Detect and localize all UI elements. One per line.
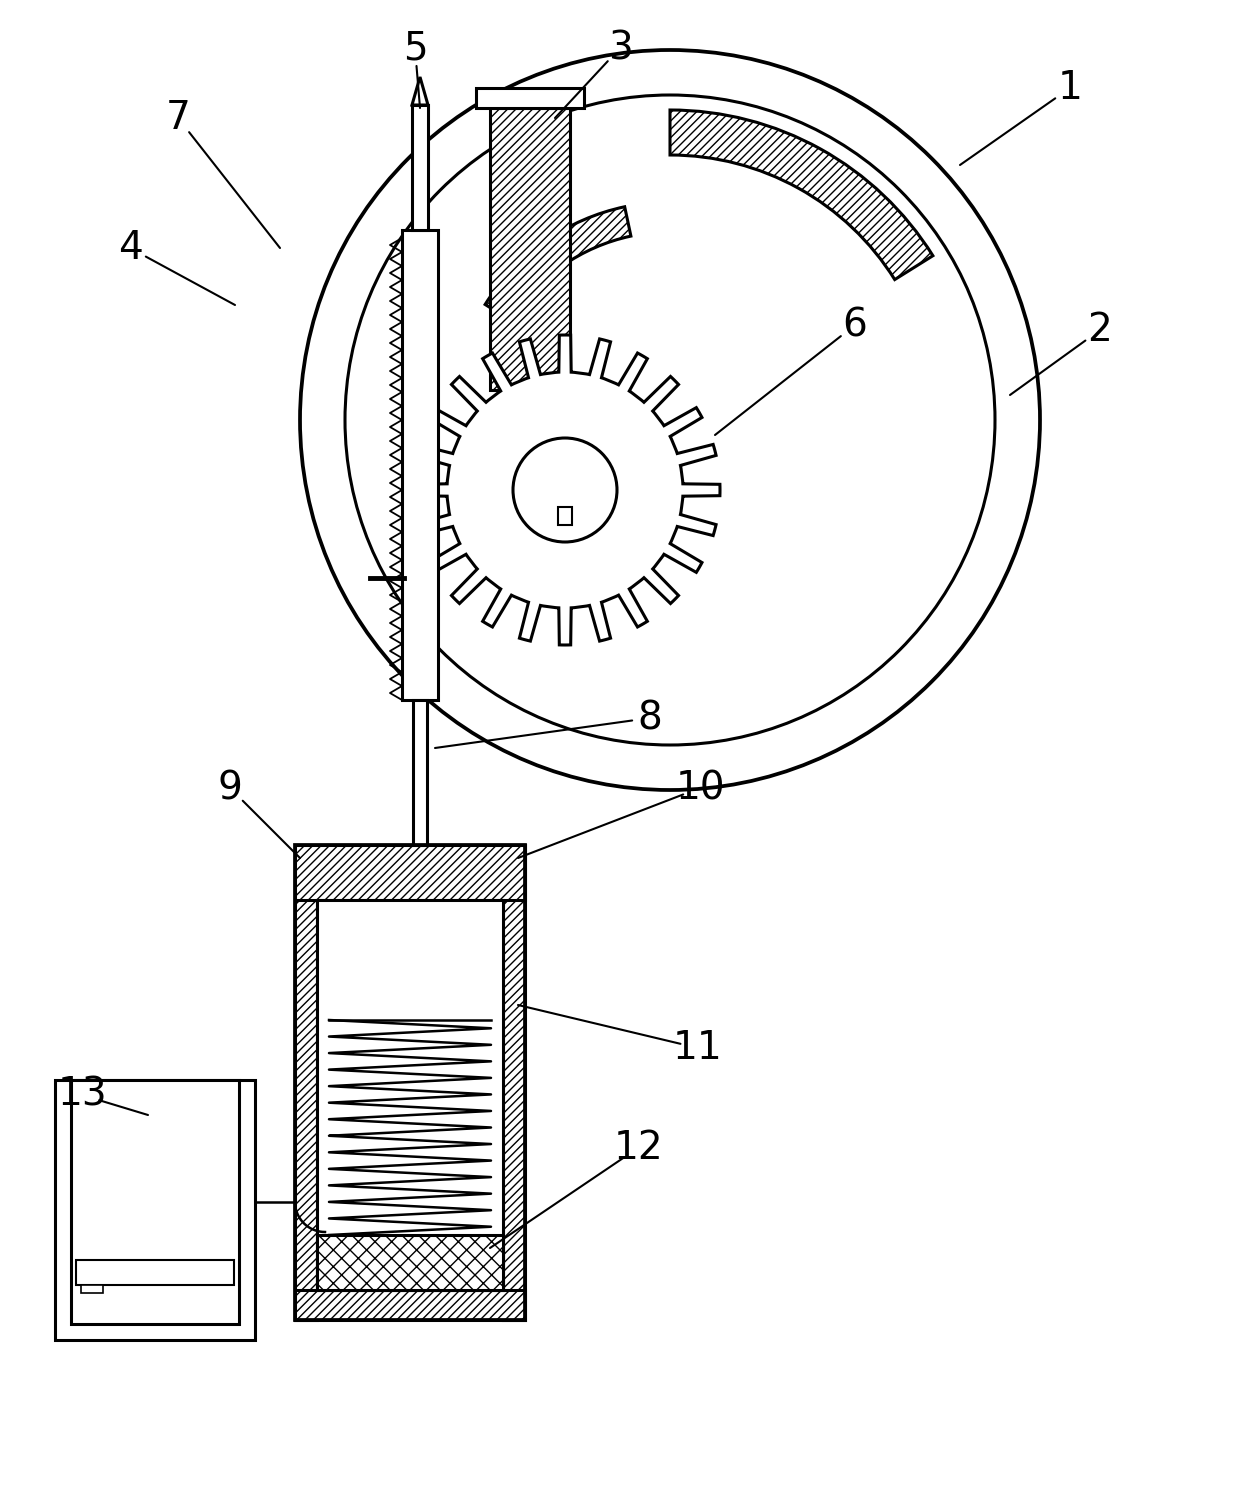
Wedge shape [485,206,631,321]
Bar [76,1261,234,1285]
Bar [317,1235,503,1291]
Wedge shape [670,110,932,280]
Bar [490,108,570,390]
Text: 9: 9 [217,770,243,807]
Bar [503,845,525,1319]
Text: 1: 1 [1058,69,1083,107]
Text: 10: 10 [676,770,725,807]
Text: 13: 13 [57,1075,107,1114]
Text: 4: 4 [118,229,143,267]
Bar [402,230,438,700]
Polygon shape [412,77,428,105]
Circle shape [513,438,618,542]
Bar [295,845,525,1319]
Text: 5: 5 [403,29,428,66]
Text: 12: 12 [614,1130,663,1167]
Bar [295,845,317,1319]
Bar [81,1285,103,1294]
Bar [55,1080,255,1340]
Bar [295,1291,525,1319]
Text: 11: 11 [673,1029,723,1066]
Bar [71,1080,239,1324]
Text: 6: 6 [842,306,868,343]
Bar [558,508,572,526]
Text: 8: 8 [637,699,662,736]
Text: 3: 3 [608,29,632,66]
Bar [412,105,428,230]
Bar [476,87,584,108]
Bar [317,901,503,1291]
Text: 7: 7 [166,99,191,137]
Polygon shape [410,334,720,645]
Bar [413,700,427,845]
Text: 2: 2 [1087,312,1112,349]
Bar [295,845,525,901]
